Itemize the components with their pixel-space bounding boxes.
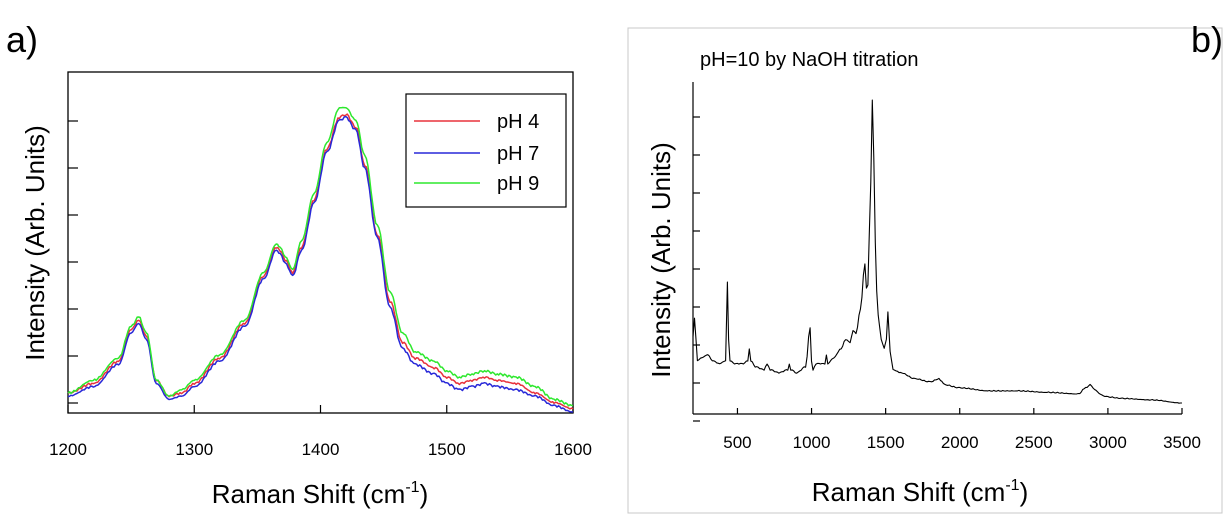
x-tick-label-a: 1400	[302, 440, 340, 459]
ticks-b: 500 1000 1500 2000 2500 3000 3500	[693, 116, 1201, 452]
legend-label-ph7: pH 7	[497, 143, 539, 165]
x-tick-label-b: 2500	[1015, 433, 1053, 452]
legend-a: pH 4 pH 7 pH 9	[405, 93, 567, 208]
legend-label-ph9: pH 9	[497, 173, 539, 195]
xlabel-a: Raman Shift (cm-1)	[212, 479, 429, 509]
ylabel-a: Intensity (Arb. Units)	[20, 125, 50, 361]
x-tick-label-b: 1000	[793, 433, 831, 452]
ticks-a: 1200 1300 1400 1500 1600	[49, 120, 592, 459]
chart-b-svg: b) pH=10 by NaOH titration 500 1000 1500 20…	[627, 19, 1223, 514]
panel-label-a: a)	[6, 19, 38, 60]
x-tick-label-a: 1200	[49, 440, 87, 459]
x-tick-label-b: 1500	[867, 433, 905, 452]
x-tick-label-b: 2000	[941, 433, 979, 452]
chart-panel-b: b) pH=10 by NaOH titration 500 1000 1500 20…	[625, 0, 1225, 518]
ylabel-b: Intensity (Arb. Units)	[646, 142, 676, 378]
chart-title-b: pH=10 by NaOH titration	[700, 49, 918, 71]
series-lines-a	[67, 106, 574, 413]
x-tick-label-a: 1500	[428, 440, 466, 459]
x-tick-label-a: 1600	[554, 440, 592, 459]
axes-b	[692, 82, 1182, 415]
chart-panel-a: a) 1200 1300 1400 1500 1600 pH 4 pH 7 pH 9 I…	[0, 0, 610, 518]
chart-a-svg: a) 1200 1300 1400 1500 1600 pH 4 pH 7 pH 9 I…	[6, 19, 592, 509]
series-line-spectrum	[692, 99, 1182, 404]
panel-label-b: b)	[1191, 19, 1223, 60]
x-tick-label-a: 1300	[175, 440, 213, 459]
x-tick-label-b: 3000	[1089, 433, 1127, 452]
x-tick-label-b: 500	[723, 433, 751, 452]
series-lines-b	[692, 99, 1182, 404]
series-line-ph9	[67, 106, 574, 407]
x-tick-label-b: 3500	[1163, 433, 1201, 452]
figure-frame-b	[627, 27, 1223, 514]
legend-box	[405, 93, 567, 208]
legend-label-ph4: pH 4	[497, 111, 539, 133]
xlabel-b: Raman Shift (cm-1)	[812, 477, 1029, 507]
